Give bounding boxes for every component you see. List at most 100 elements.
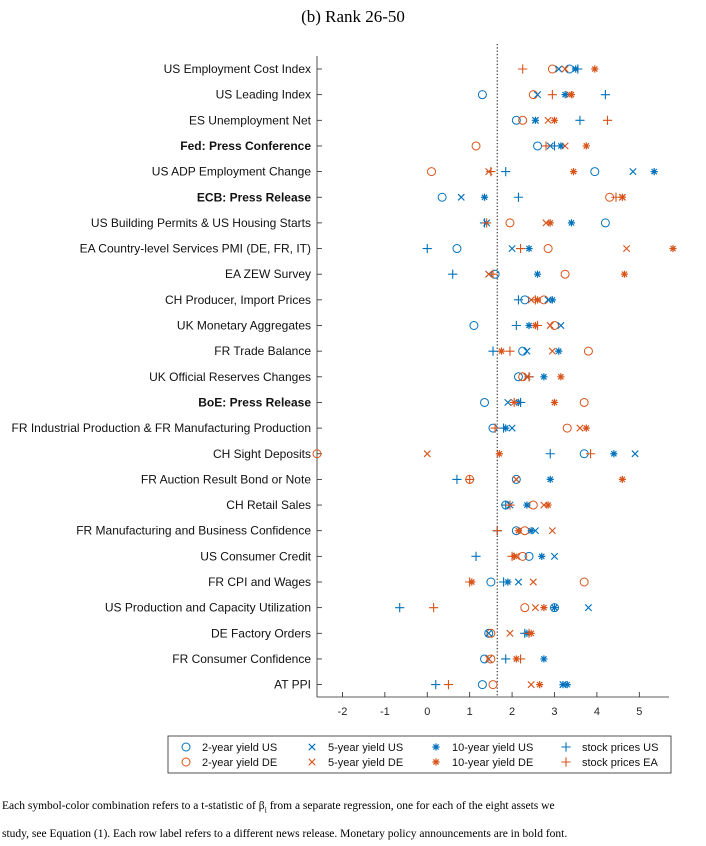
legend-marker [561,742,571,752]
data-point [561,91,569,99]
data-point [492,526,502,536]
data-point [582,142,590,150]
y-category-label: CH Sight Deposits [213,447,311,461]
data-point [501,654,511,664]
y-category-label: FR Industrial Production & FR Manufactur… [12,421,311,435]
data-point [576,424,584,432]
scatter-chart: -2 -1 0 1 2 3 4 5 US Employment Cost Index US Lea… [12,44,677,774]
data-point [650,168,658,176]
x-tick-label: 2 [509,706,515,718]
data-point [477,90,487,100]
data-point [513,372,523,382]
data-point [623,244,631,253]
data-point [504,398,512,407]
data-point [546,219,554,227]
data-point [591,65,599,73]
data-point [488,680,498,690]
data-point [547,64,557,74]
data-point [508,244,516,253]
x-tick-label: 5 [636,706,642,718]
data-point [515,243,526,254]
data-point [471,551,481,561]
y-category-label: US ADP Employment Change [152,165,312,179]
data-point [525,321,533,330]
legend-label: 2-year yield DE [202,757,277,769]
data-point [540,604,548,612]
data-point [548,296,556,304]
data-point [549,141,560,151]
data-point [555,347,563,355]
data-point [495,450,503,458]
data-point [524,551,534,561]
data-point [511,320,521,331]
data-point [548,347,556,355]
y-category-label: DE Factory Orders [211,626,311,640]
y-category-label: US Leading Index [216,88,311,102]
data-point [431,680,441,690]
data-point [573,64,583,74]
data-point [559,681,567,689]
data-point [567,91,576,99]
data-point [611,192,621,202]
data-point [518,346,528,356]
data-point [590,167,600,177]
data-point [541,141,551,151]
data-point [583,346,593,356]
data-point [515,654,526,664]
data-point [631,450,639,458]
data-point [528,90,538,100]
data-point [507,551,517,561]
data-point [546,321,554,330]
x-tick-label: 1 [467,706,473,718]
data-point [524,628,534,638]
legend-label: 10-year yield DE [452,757,533,769]
legend-marker [432,743,440,751]
data-point [480,397,490,407]
data-point [513,295,524,305]
data-point [530,295,541,305]
data-point [523,347,531,355]
data-point [540,655,548,663]
data-point [490,423,500,433]
data-point [443,680,454,690]
data-point [544,501,552,509]
data-point [527,527,535,535]
data-point [514,527,523,535]
data-point [550,552,559,560]
figure-caption: Each symbol-color combination refers to … [2,794,706,846]
y-category-label: UK Official Reserves Changes [149,370,311,384]
data-point [618,475,626,483]
data-point [509,397,519,408]
legend-marker [308,758,316,766]
data-point [437,192,447,202]
data-point [486,628,496,638]
data-point [550,116,559,124]
y-category-label: FR CPI and Wages [208,575,311,589]
data-point [480,193,489,201]
data-point [533,270,542,278]
data-point [511,474,521,484]
y-category-label: FR Trade Balance [214,344,311,358]
y-category-label: Fed: Press Conference [180,139,311,153]
data-point [527,681,535,689]
data-point [429,603,439,613]
data-point [395,603,405,613]
x-tick-label: 3 [551,706,557,718]
data-point [465,474,475,484]
data-point [544,116,552,124]
y-category-label: US Employment Cost Index [164,62,311,76]
data-point [518,551,528,561]
data-point [529,578,537,586]
data-point [561,65,569,73]
y-category-label: EA Country-level Services PMI (DE, FR, I… [80,242,311,256]
data-point [482,218,492,228]
data-point [550,398,559,407]
data-point [518,64,528,74]
data-point [546,475,554,483]
y-category-label: EA ZEW Survey [225,267,311,281]
data-point [485,629,493,637]
y-category-label: BoE: Press Release [198,395,311,409]
caption-text-1a: Each symbol-color combination refers to … [2,800,265,812]
data-point [600,90,610,100]
legend-box [167,735,672,774]
